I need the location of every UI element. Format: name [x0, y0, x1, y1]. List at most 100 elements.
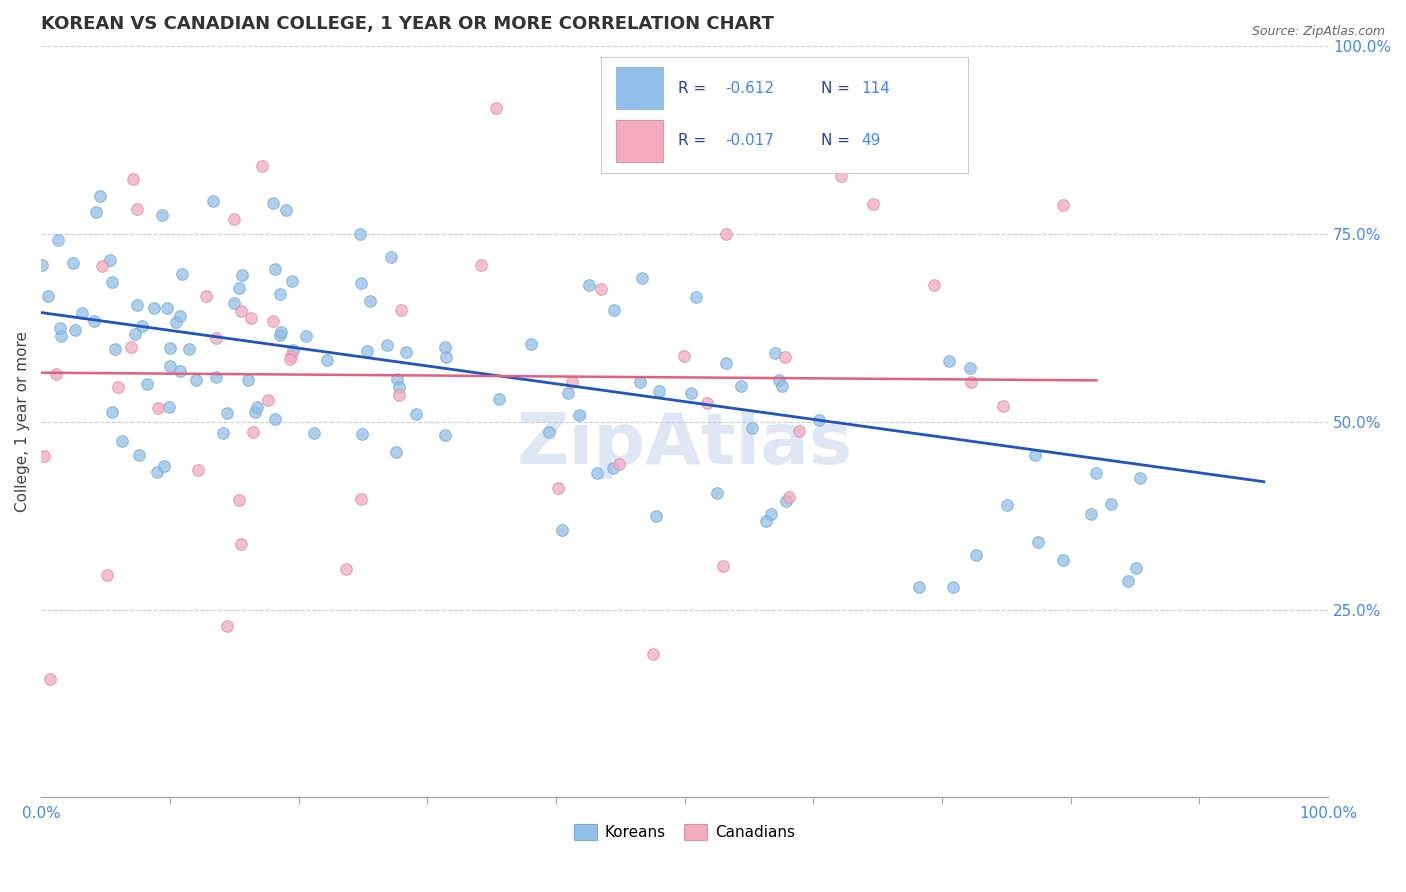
Point [830, 169, 852, 183]
Point [65, 323, 87, 337]
Point [236, 373, 259, 387]
Point [172, 267, 194, 281]
Point [775, 350, 797, 364]
Point [561, 375, 583, 389]
Point [169, 364, 191, 378]
Point [195, 289, 218, 303]
Point [215, 619, 238, 633]
Point [131, 319, 153, 334]
Point [862, 196, 884, 211]
Point [585, 467, 607, 481]
Point [679, 386, 702, 401]
Point [205, 369, 228, 384]
Point [224, 296, 246, 310]
Point [959, 361, 981, 376]
Point [37, 289, 59, 303]
Point [938, 353, 960, 368]
Point [101, 275, 124, 289]
Point [157, 400, 180, 414]
Point [243, 405, 266, 419]
Point [269, 287, 291, 301]
Point [631, 270, 654, 285]
Point [246, 400, 269, 414]
Point [264, 411, 287, 425]
Point [262, 196, 284, 211]
Point [696, 396, 718, 410]
Point [104, 342, 127, 356]
Point [568, 409, 591, 423]
Point [146, 401, 169, 416]
Point [350, 491, 373, 506]
Point [770, 379, 793, 393]
Point [520, 337, 543, 351]
Point [589, 282, 612, 296]
Point [128, 448, 150, 462]
Point [778, 490, 800, 504]
Point [228, 492, 250, 507]
Point [124, 326, 146, 341]
Point [922, 277, 945, 292]
Point [547, 481, 569, 495]
Point [706, 486, 728, 500]
Point [645, 508, 668, 523]
Point [146, 465, 169, 479]
Point [405, 407, 427, 421]
Point [711, 559, 734, 574]
Point [648, 384, 671, 398]
Point [264, 262, 287, 277]
Point [281, 343, 304, 357]
Point [485, 101, 508, 115]
Point [187, 463, 209, 477]
Point [83, 314, 105, 328]
Point [107, 380, 129, 394]
Point [31, 258, 53, 272]
Point [156, 301, 179, 315]
Point [787, 424, 810, 438]
Point [433, 340, 456, 354]
Point [389, 303, 412, 318]
Point [755, 514, 778, 528]
Point [356, 344, 378, 359]
Point [96, 567, 118, 582]
Point [557, 385, 579, 400]
Legend: Koreans, Canadians: Koreans, Canadians [568, 818, 801, 847]
Point [385, 372, 408, 386]
Point [229, 304, 252, 318]
Point [380, 250, 402, 264]
Point [280, 274, 302, 288]
Point [1052, 553, 1074, 567]
Text: ZipAtlas: ZipAtlas [516, 409, 852, 479]
Point [48, 320, 70, 334]
Point [350, 426, 373, 441]
Point [607, 457, 630, 471]
Point [759, 507, 782, 521]
Point [628, 375, 651, 389]
Point [250, 159, 273, 173]
Point [641, 647, 664, 661]
Point [269, 328, 291, 343]
Point [46, 233, 69, 247]
Point [39, 672, 62, 686]
Point [153, 458, 176, 473]
Point [685, 290, 707, 304]
Point [537, 425, 560, 440]
Point [359, 294, 381, 309]
Point [716, 356, 738, 370]
Point [211, 426, 233, 441]
Point [122, 171, 145, 186]
Point [375, 337, 398, 351]
Point [224, 211, 246, 226]
Point [239, 311, 262, 326]
Point [111, 434, 134, 448]
Point [768, 373, 790, 387]
Point [62, 255, 84, 269]
Point [387, 388, 409, 402]
Point [908, 580, 931, 594]
Point [177, 343, 200, 357]
Point [775, 493, 797, 508]
Point [205, 331, 228, 345]
Point [349, 227, 371, 241]
Point [1099, 498, 1122, 512]
Point [1052, 198, 1074, 212]
Point [32, 450, 55, 464]
